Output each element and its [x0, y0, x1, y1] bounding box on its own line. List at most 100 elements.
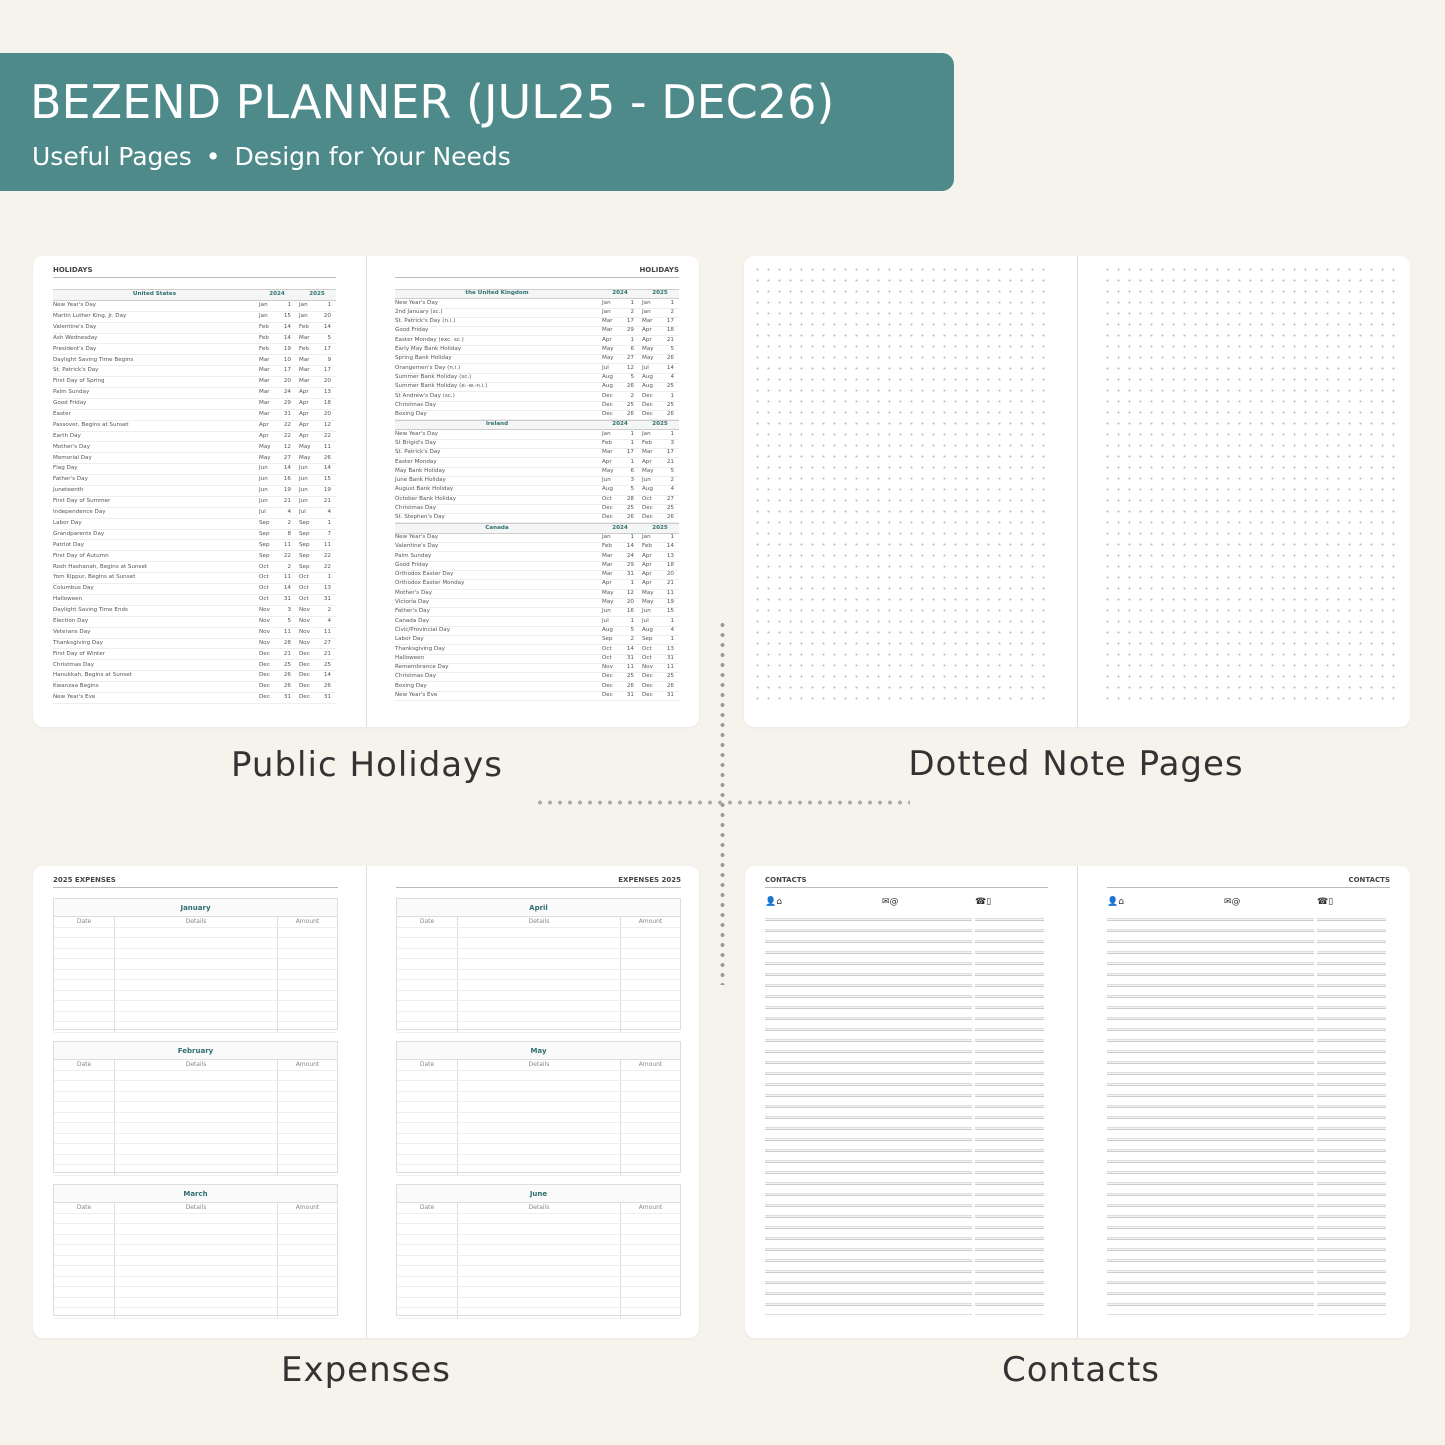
month-2025: Apr	[642, 561, 652, 568]
expense-cell	[621, 1155, 680, 1165]
holiday-row: Christmas Day Dec 25 Dec 25	[395, 505, 679, 515]
day-2025: 19	[323, 487, 331, 494]
day-2025: 5	[670, 346, 674, 353]
holiday-name: Labor Day	[395, 636, 424, 643]
holiday-row: Summer Bank Holiday (sc.) Aug 5 Aug 4	[395, 374, 679, 383]
expense-cell	[54, 1255, 115, 1265]
day-2025: 25	[666, 673, 674, 680]
month-2024: Mar	[259, 378, 270, 385]
day-2024: 27	[283, 454, 291, 461]
month-2025: Dec	[299, 672, 310, 679]
expense-cell	[397, 1154, 458, 1164]
day-2025: 5	[327, 334, 331, 341]
month-2024: Feb	[259, 345, 269, 352]
month-2025: Mar	[299, 356, 310, 363]
day-2025: 1	[670, 636, 674, 643]
expense-cell	[278, 1308, 337, 1318]
expense-row	[397, 980, 680, 991]
holiday-name: Early May Bank Holiday	[395, 346, 462, 353]
expense-row	[54, 980, 337, 991]
day-2025: 11	[323, 443, 331, 450]
expense-row	[54, 1154, 337, 1165]
day-2025: 26	[666, 514, 674, 521]
day-2024: 25	[626, 401, 634, 408]
holiday-name: Thanksgiving Day	[395, 645, 445, 652]
month-2024: Sep	[259, 519, 270, 526]
expense-cell	[397, 1011, 458, 1021]
holiday-name: New Year's Eve	[53, 694, 96, 701]
subtitle-separator: •	[205, 142, 221, 171]
expense-cell	[115, 1213, 278, 1223]
expense-row	[397, 1255, 680, 1266]
month-2025: Dec	[642, 392, 653, 399]
day-2024: 12	[283, 443, 291, 450]
expense-cell	[458, 980, 621, 990]
expense-row	[397, 1154, 680, 1165]
spine	[1077, 866, 1078, 1338]
month-2024: Jan	[602, 533, 611, 540]
expense-cell	[458, 1022, 621, 1032]
expense-row	[397, 959, 680, 970]
day-2025: 21	[666, 458, 674, 465]
holiday-name: 2nd January (sc.)	[395, 308, 443, 315]
day-2025: 2	[670, 477, 674, 484]
day-2025: 31	[323, 694, 331, 701]
month-2024: Jun	[602, 477, 611, 484]
expense-row	[54, 1011, 337, 1022]
holiday-row: Valentine's Day Feb 14 Feb 14	[53, 323, 336, 334]
month-2024: Mar	[602, 318, 613, 325]
day-2025: 1	[670, 430, 674, 437]
holiday-name: Election Day	[53, 617, 89, 624]
expense-row	[54, 1276, 337, 1287]
expense-cell	[621, 928, 680, 938]
phone-icon: ☎▯	[975, 897, 992, 907]
day-2025: 17	[323, 345, 331, 352]
holiday-name: Memorial Day	[53, 454, 92, 461]
holiday-name: Valentine's Day	[53, 323, 97, 330]
expense-cell	[54, 1011, 115, 1021]
expense-cell	[458, 1287, 621, 1297]
month-2025: Dec	[642, 411, 653, 418]
expense-cell	[115, 1144, 278, 1154]
expense-row	[54, 1022, 337, 1033]
title-rule	[396, 887, 681, 888]
month-2024: Apr	[259, 432, 269, 439]
month-2024: Dec	[259, 650, 270, 657]
expense-cell	[621, 1022, 680, 1032]
expense-cell	[54, 1245, 115, 1255]
expense-cell	[278, 1298, 337, 1308]
day-2025: 4	[327, 509, 331, 516]
country-name: Canada	[485, 524, 509, 531]
expense-cell	[458, 1011, 621, 1021]
month-2025: Mar	[299, 334, 310, 341]
expense-cell	[278, 1001, 337, 1011]
month-2024: Nov	[259, 628, 270, 635]
month-2025: Jun	[299, 487, 308, 494]
expense-cell	[397, 1308, 458, 1318]
holiday-name: Halloween	[395, 654, 425, 661]
holiday-row: Palm Sunday Mar 24 Apr 13	[395, 552, 679, 562]
holiday-row: St Brigid's Day Feb 1 Feb 3	[395, 440, 679, 450]
country-name: Ireland	[485, 421, 509, 428]
expense-cell	[458, 1213, 621, 1223]
expense-cell	[54, 1297, 115, 1307]
holiday-name: St. Patrick's Day (n.i.)	[395, 318, 456, 325]
expense-row	[54, 1091, 337, 1102]
day-2024: 6	[630, 467, 634, 474]
holiday-name: October Bank Holiday	[395, 495, 457, 502]
expense-cell	[458, 969, 621, 979]
holiday-row: Valentine's Day Feb 14 Feb 14	[395, 543, 679, 553]
expense-row	[54, 1308, 337, 1319]
expense-cell	[458, 1001, 621, 1011]
day-2024: 19	[283, 487, 291, 494]
day-2025: 9	[327, 356, 331, 363]
expense-cell	[115, 1224, 278, 1234]
expense-cell	[115, 1297, 278, 1307]
column-header: Date	[397, 1060, 458, 1070]
day-2024: 26	[626, 682, 634, 689]
expense-cell	[278, 938, 337, 948]
day-2024: 1	[630, 458, 634, 465]
day-2024: 26	[626, 383, 634, 390]
holiday-name: First Day of Spring	[53, 378, 105, 385]
column-header: Amount	[638, 1204, 663, 1211]
